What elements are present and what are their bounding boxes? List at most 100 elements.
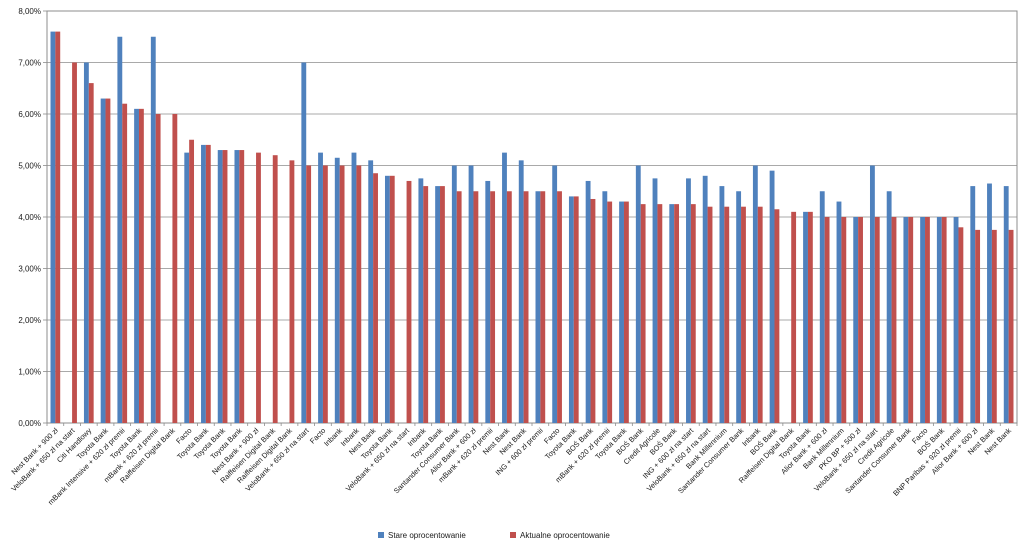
y-tick-label: 8,00%	[18, 7, 41, 16]
legend-swatch-aktualne	[510, 532, 516, 538]
bar-stare	[435, 186, 441, 423]
bar-stare	[150, 36, 156, 423]
bar-aktualne	[55, 31, 61, 423]
bar-aktualne	[222, 150, 228, 424]
bar-stare	[736, 191, 742, 423]
bar-aktualne	[590, 198, 596, 423]
y-tick-label: 6,00%	[18, 110, 41, 119]
bar-aktualne	[640, 204, 646, 424]
bar-stare	[234, 150, 240, 424]
bar-aktualne	[623, 201, 629, 423]
bar-stare	[602, 191, 608, 423]
bar-aktualne	[925, 217, 930, 423]
bar-aktualne	[272, 155, 278, 423]
bar-aktualne	[573, 196, 579, 423]
bar-aktualne	[807, 211, 813, 423]
bar-aktualne	[724, 206, 730, 423]
bar-aktualne	[189, 139, 195, 423]
bar-aktualne	[406, 180, 412, 423]
bar-stare	[702, 175, 708, 423]
bar-stare	[83, 62, 89, 423]
bar-aktualne	[824, 217, 830, 423]
legend-label-stare: Stare oprocentowanie	[388, 531, 466, 540]
bar-aktualne	[256, 152, 261, 424]
bar-aktualne	[991, 229, 997, 424]
bar-stare	[803, 211, 808, 423]
bar-aktualne	[757, 206, 763, 423]
bar-aktualne	[741, 206, 746, 423]
bar-stare	[1003, 186, 1009, 423]
bar-stare	[853, 217, 859, 423]
bar-aktualne	[607, 201, 613, 423]
bar-aktualne	[707, 206, 713, 423]
bar-aktualne	[791, 211, 797, 423]
bar-aktualne	[105, 98, 111, 424]
legend-swatch-stare	[378, 532, 384, 538]
bar-stare	[635, 165, 641, 423]
bar-aktualne	[540, 191, 546, 423]
bar-stare	[719, 186, 725, 423]
bar-stare	[384, 175, 390, 423]
bar-stare	[552, 165, 558, 423]
bar-aktualne	[858, 217, 863, 423]
y-tick-label: 1,00%	[18, 368, 41, 377]
bar-stare	[318, 152, 323, 424]
bar-stare	[836, 201, 842, 423]
bar-stare	[368, 160, 374, 423]
bar-stare	[184, 152, 190, 424]
bar-aktualne	[774, 209, 780, 423]
bar-aktualne	[958, 227, 964, 423]
bar-stare	[50, 31, 56, 423]
bar-stare	[568, 196, 574, 423]
y-tick-label: 0,00%	[18, 419, 41, 428]
bar-aktualne	[523, 191, 529, 423]
bar-stare	[468, 165, 474, 423]
y-tick-label: 3,00%	[18, 265, 41, 274]
bar-aktualne	[657, 204, 663, 424]
bar-stare	[217, 150, 223, 424]
bar-stare	[502, 152, 507, 424]
bar-stare	[117, 36, 123, 423]
bar-stare	[752, 165, 758, 423]
bar-stare	[201, 144, 206, 423]
bar-stare	[351, 152, 357, 424]
bar-stare	[418, 178, 424, 424]
bar-aktualne	[306, 165, 312, 423]
bar-aktualne	[674, 204, 680, 424]
bar-stare	[903, 217, 909, 423]
bar-stare	[619, 201, 624, 423]
y-tick-label: 5,00%	[18, 162, 41, 171]
bar-aktualne	[239, 150, 245, 424]
bar-aktualne	[88, 83, 94, 423]
bar-stare	[769, 170, 775, 423]
bar-stare	[953, 217, 959, 423]
bar-stare	[451, 165, 457, 423]
bar-stare	[535, 191, 541, 423]
bar-aktualne	[373, 173, 378, 423]
bar-aktualne	[205, 144, 211, 423]
bar-stare	[669, 204, 675, 424]
bar-aktualne	[289, 160, 295, 423]
bar-aktualne	[423, 186, 429, 423]
bar-stare	[987, 183, 992, 423]
bar-aktualne	[322, 165, 328, 423]
bar-stare	[334, 157, 340, 423]
bar-aktualne	[339, 165, 345, 423]
bar-stare	[485, 180, 491, 423]
bar-stare	[819, 191, 825, 423]
bar-aktualne	[557, 191, 562, 423]
bar-stare	[869, 165, 875, 423]
bar-aktualne	[1008, 229, 1014, 424]
bar-aktualne	[908, 217, 914, 423]
bar-aktualne	[72, 62, 77, 423]
bar-stare	[585, 180, 591, 423]
bar-aktualne	[440, 186, 445, 423]
y-tick-label: 2,00%	[18, 316, 41, 325]
y-tick-label: 4,00%	[18, 213, 41, 222]
y-tick-label: 7,00%	[18, 59, 41, 68]
bar-aktualne	[138, 108, 144, 423]
bar-stare	[301, 62, 307, 423]
bar-aktualne	[389, 175, 395, 423]
